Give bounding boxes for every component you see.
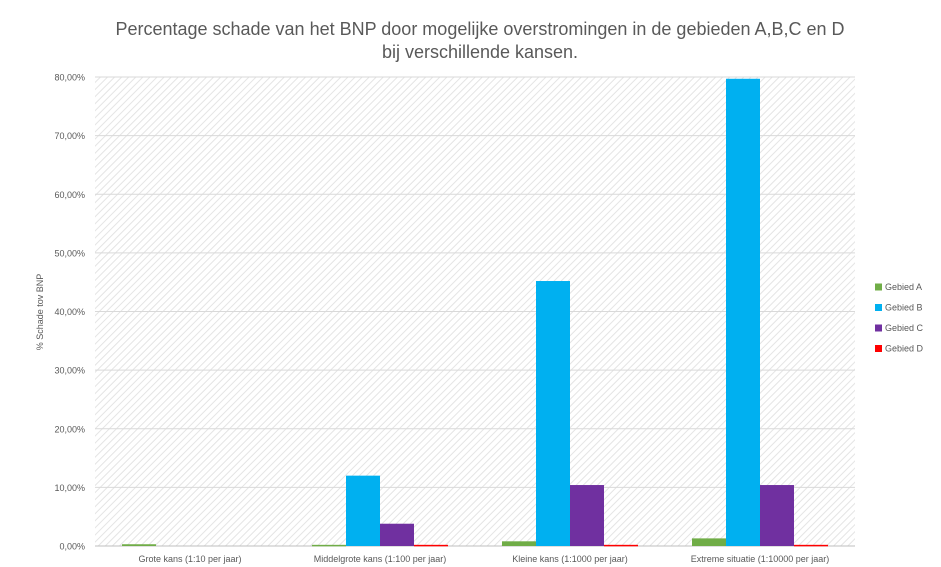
x-axis-ticks: Grote kans (1:10 per jaar) Middelgrote ka… xyxy=(138,554,829,564)
y-tick-label: 10,00% xyxy=(54,483,85,493)
y-axis-ticks: 0,00% 10,00% 20,00% 30,00% 40,00% 50,00% 60,00… xyxy=(54,73,85,552)
bar xyxy=(414,544,448,547)
legend-label: Gebied A xyxy=(885,282,922,292)
y-tick-label: 70,00% xyxy=(54,131,85,141)
legend-label: Gebied D xyxy=(885,344,924,354)
legend-swatch xyxy=(875,283,882,291)
y-tick-label: 40,00% xyxy=(54,307,85,317)
x-tick-label: Extreme situatie (1:10000 per jaar) xyxy=(691,554,830,564)
y-tick-label: 80,00% xyxy=(54,73,85,83)
bar xyxy=(570,485,604,546)
bars xyxy=(122,78,828,547)
legend-label: Gebied C xyxy=(885,323,924,333)
bar xyxy=(312,544,346,547)
bar xyxy=(346,475,380,546)
y-axis-label: % Schade tov BNP xyxy=(35,274,45,351)
x-tick-label: Kleine kans (1:1000 per jaar) xyxy=(512,554,628,564)
bar xyxy=(794,544,828,547)
y-tick-label: 60,00% xyxy=(54,190,85,200)
chart-title-line-1: Percentage schade van het BNP door mogel… xyxy=(115,19,845,39)
legend: Gebied A Gebied B Gebied C Gebied D xyxy=(875,282,924,354)
y-tick-label: 0,00% xyxy=(59,542,85,552)
bar xyxy=(502,541,536,546)
y-tick-label: 20,00% xyxy=(54,424,85,434)
bar xyxy=(380,523,414,546)
x-tick-label: Grote kans (1:10 per jaar) xyxy=(138,554,241,564)
chart-title-line-2: bij verschillende kansen. xyxy=(381,42,579,62)
y-tick-label: 50,00% xyxy=(54,248,85,258)
legend-swatch xyxy=(875,345,882,352)
bar xyxy=(604,544,638,547)
x-tick-label: Middelgrote kans (1:100 per jaar) xyxy=(314,554,447,564)
bar xyxy=(122,544,156,546)
bar xyxy=(726,78,760,546)
bar xyxy=(692,538,726,546)
bar xyxy=(760,485,794,546)
y-tick-label: 30,00% xyxy=(54,366,85,376)
legend-swatch xyxy=(875,304,882,311)
bar xyxy=(536,281,570,546)
chart-title: Percentage schade van het BNP door mogel… xyxy=(60,18,900,64)
legend-label: Gebied B xyxy=(885,303,923,313)
legend-swatch xyxy=(875,324,882,332)
